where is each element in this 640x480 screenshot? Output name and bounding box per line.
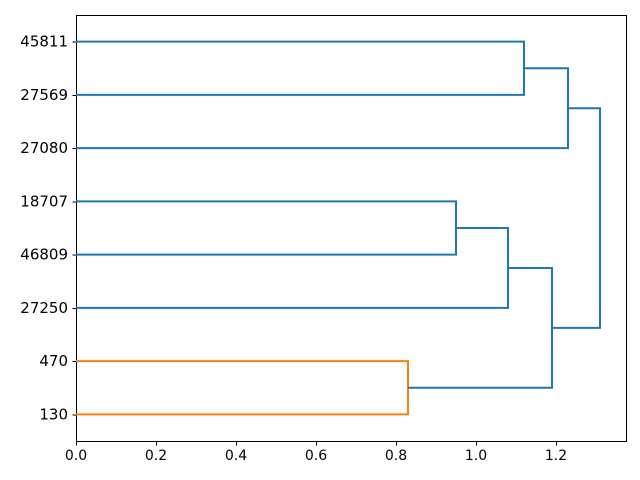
x-tick-label: 0.2 [145, 448, 167, 464]
leaf-label-27080: 27080 [20, 139, 68, 157]
x-tick-label: 0.6 [305, 448, 327, 464]
dendrogram-link-n4 [76, 227, 509, 309]
dendrogram-link-n3 [76, 200, 457, 256]
leaf-label-45811: 45811 [20, 33, 68, 51]
leaf-label-470: 470 [39, 352, 68, 370]
dendrogram-link-n5 [76, 360, 409, 416]
x-tick-label: 1.2 [545, 448, 567, 464]
dendrogram-link-n1 [76, 40, 525, 96]
dendrogram-link-n2 [76, 67, 569, 150]
dendrogram-link-n6 [408, 266, 553, 389]
leaf-label-130: 130 [39, 405, 68, 423]
leaf-label-27569: 27569 [20, 86, 68, 104]
x-tick-label: 0.4 [225, 448, 247, 464]
x-tick-label: 0.8 [385, 448, 407, 464]
x-tick-label: 1.0 [465, 448, 487, 464]
axes-frame [76, 15, 627, 442]
dendrogram-link-n7 [552, 107, 601, 329]
leaf-label-27250: 27250 [20, 299, 68, 317]
leaf-label-46809: 46809 [20, 246, 68, 264]
leaf-label-18707: 18707 [20, 192, 68, 210]
x-tick-label: 0.0 [65, 448, 87, 464]
